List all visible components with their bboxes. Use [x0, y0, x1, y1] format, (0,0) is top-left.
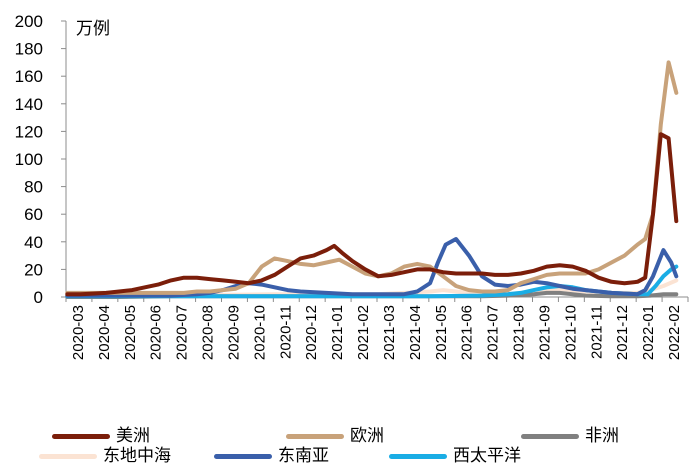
x-tick-label: 2020-04 — [96, 305, 113, 360]
y-tick-label: 160 — [15, 67, 43, 86]
x-tick-label: 2021-03 — [381, 305, 398, 360]
y-tick-label: 200 — [15, 12, 43, 31]
x-tick-label: 2020-07 — [174, 305, 191, 360]
x-tick-label: 2021-01 — [329, 305, 346, 360]
x-tick-label: 2022-02 — [666, 305, 683, 360]
y-tick-label: 0 — [34, 288, 43, 307]
x-tick-label: 2021-07 — [485, 305, 502, 360]
legend-item-europe: 欧洲 — [286, 427, 384, 445]
legend-item-southeast-asia: 东南亚 — [214, 447, 329, 465]
europe-swatch-icon — [286, 433, 344, 439]
unit-label: 万例 — [76, 19, 110, 38]
x-tick-label: 2020-06 — [148, 305, 165, 360]
legend: 美洲 欧洲 非洲 东地中海 东南亚 西太平洋 — [0, 420, 700, 465]
y-axis: 0 20 40 60 80 100 120 140 160 180 200 — [15, 12, 67, 307]
x-tick-label: 2021-04 — [407, 305, 424, 360]
x-tick-label: 2021-05 — [433, 305, 450, 360]
legend-item-africa: 非洲 — [521, 427, 619, 445]
y-tick-label: 60 — [24, 205, 43, 224]
x-tick-label: 2022-01 — [640, 305, 657, 360]
series-line — [65, 132, 679, 297]
x-tick-label: 2021-12 — [614, 305, 631, 360]
southeast-asia-swatch-icon — [214, 453, 272, 459]
series-line — [65, 264, 679, 299]
legend-item-americas: 美洲 — [52, 427, 150, 445]
x-tick-label: 2020-12 — [303, 305, 320, 360]
x-tick-label: 2021-02 — [355, 305, 372, 360]
y-tick-label: 80 — [24, 178, 43, 197]
x-tick-label: 2020-08 — [200, 305, 217, 360]
x-tick-label: 2021-11 — [588, 305, 605, 359]
africa-swatch-icon — [521, 433, 579, 439]
y-tick-label: 120 — [15, 122, 43, 141]
y-tick-label: 40 — [24, 233, 43, 252]
americas-swatch-icon — [52, 433, 110, 439]
legend-item-eastern-mediterranean: 东地中海 — [39, 447, 171, 465]
legend-label: 非洲 — [585, 426, 619, 445]
legend-label: 西太平洋 — [453, 446, 521, 465]
legend-label: 美洲 — [116, 426, 150, 445]
series-line — [65, 60, 679, 295]
y-tick-label: 180 — [15, 40, 43, 59]
eastern-mediterranean-swatch-icon — [39, 453, 97, 459]
series-line — [65, 237, 679, 298]
x-tick-label: 2021-08 — [511, 305, 528, 360]
x-tick-label: 2020-11 — [277, 305, 294, 359]
x-tick-label: 2021-09 — [536, 305, 553, 360]
legend-label: 东地中海 — [103, 446, 171, 465]
y-tick-label: 100 — [15, 150, 43, 169]
legend-label: 欧洲 — [350, 426, 384, 445]
y-tick-label: 20 — [24, 260, 43, 279]
plot-lines — [65, 60, 679, 299]
x-tick-label: 2020-05 — [122, 305, 139, 360]
legend-label: 东南亚 — [278, 446, 329, 465]
x-axis: 2020-03 2020-04 2020-05 2020-06 2020-07 2020-… — [65, 296, 689, 360]
x-tick-label: 2021-10 — [562, 305, 579, 360]
x-tick-label: 2020-09 — [225, 305, 242, 360]
x-tick-label: 2020-03 — [70, 305, 87, 360]
western-pacific-swatch-icon — [389, 453, 447, 459]
y-tick-label: 140 — [15, 95, 43, 114]
x-tick-label: 2021-06 — [459, 305, 476, 360]
legend-item-western-pacific: 西太平洋 — [389, 447, 521, 465]
x-tick-label: 2020-10 — [251, 305, 268, 360]
